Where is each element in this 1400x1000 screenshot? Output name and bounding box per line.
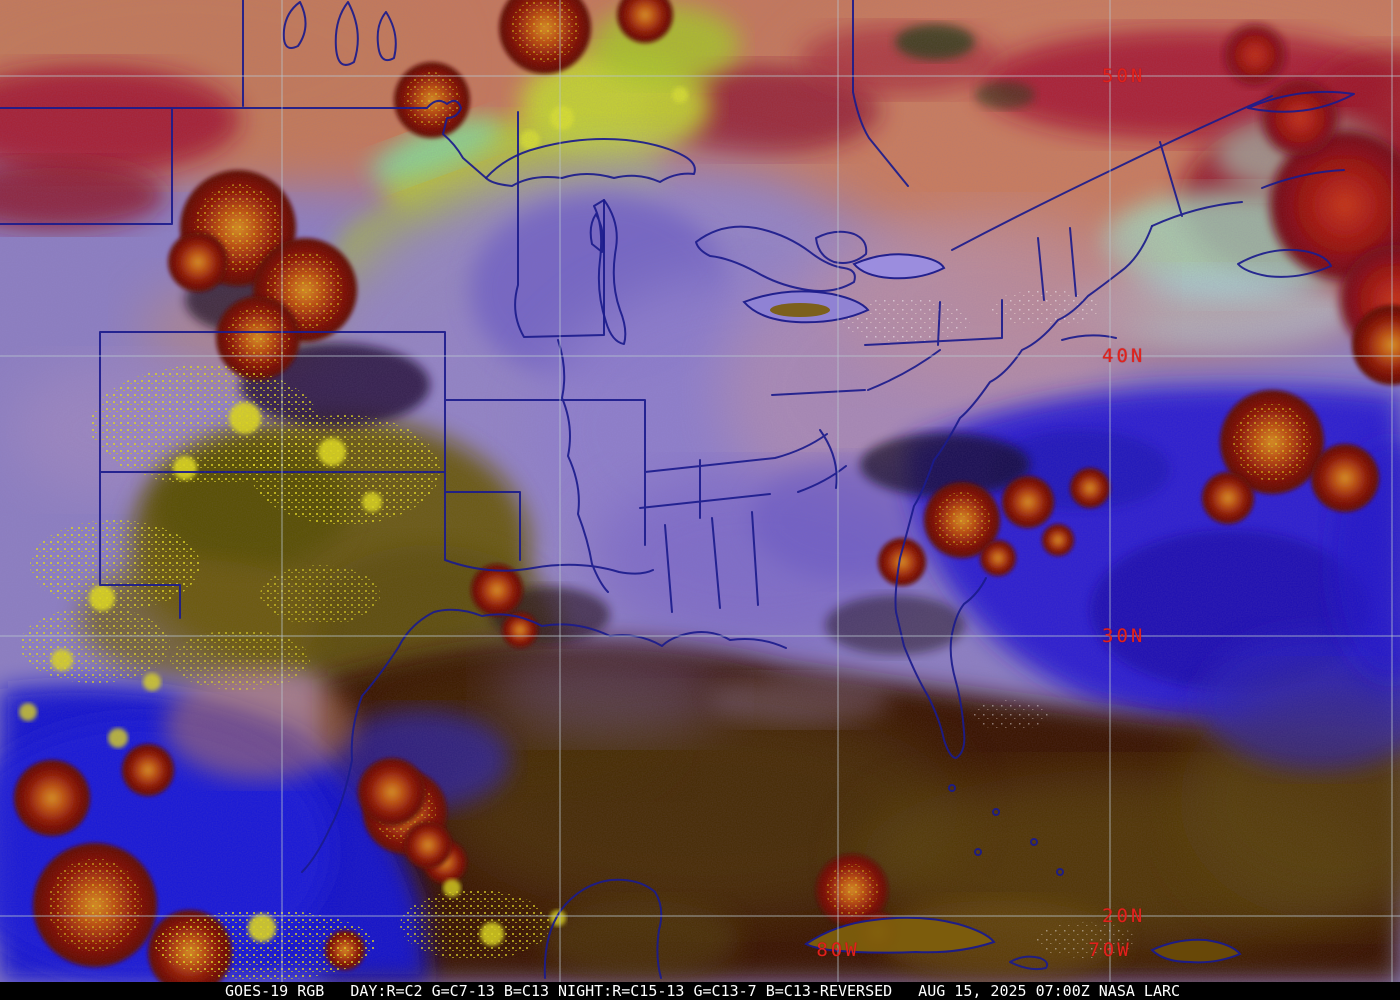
- caption-credit: NASA LARC: [1098, 982, 1181, 1000]
- state-borders: [0, 0, 1355, 979]
- caption-night-recipe: NIGHT:R=C15-13 G=C13-7 B=C13-REVERSED: [558, 982, 893, 1000]
- caption-product: GOES-19 RGB: [225, 982, 325, 1000]
- caption-day-recipe: DAY:R=C2 G=C7-13 B=C13: [350, 982, 550, 1000]
- caption-bar: GOES-19 RGB DAY:R=C2 G=C7-13 B=C13 NIGHT…: [0, 982, 1400, 1000]
- caption-timestamp: AUG 15, 2025 07:00Z: [918, 982, 1090, 1000]
- bahamas-islands: [948, 784, 1064, 876]
